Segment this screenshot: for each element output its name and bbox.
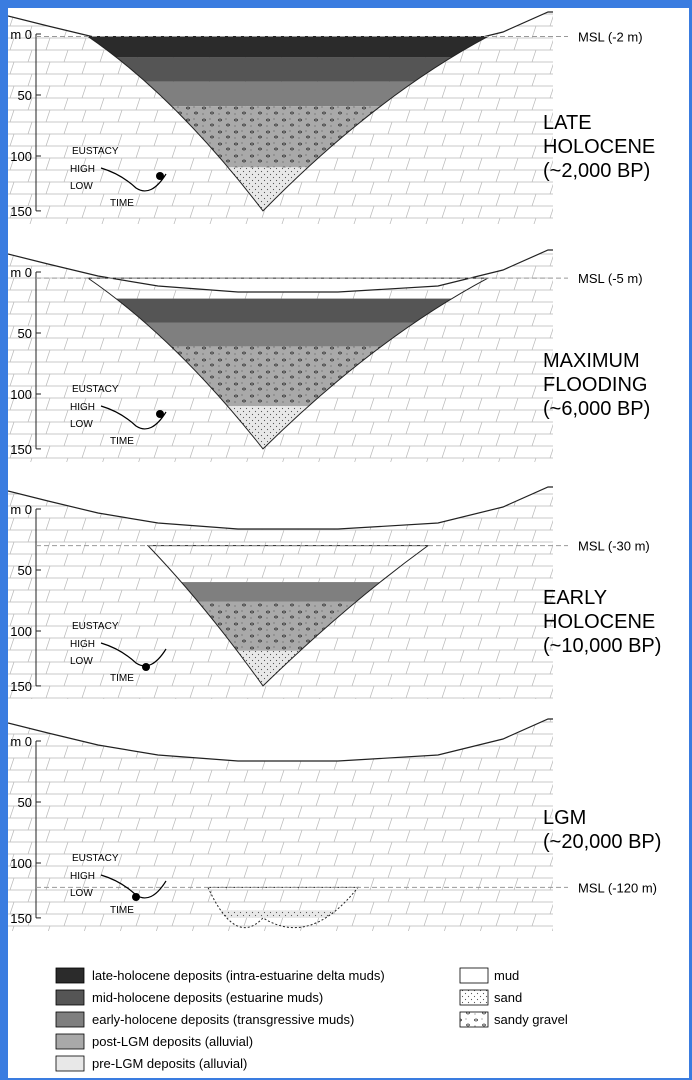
panel-name-line: LATE	[543, 112, 592, 134]
inset-time: TIME	[110, 198, 134, 209]
eustacy-curve	[100, 167, 167, 192]
panel-max: m 0 50 100 150 MSL (-5 m) MAXIMUMFLOODING(~6,…	[8, 249, 650, 462]
depth-tick-label: 50	[18, 795, 32, 810]
panel-lgm: m 0 50 100 150 MSL (-120 m) LGM(~20,000 BP) EU…	[8, 718, 661, 931]
eustacy-curve	[100, 405, 167, 430]
inset-title: EUSTACY	[72, 621, 119, 632]
inset-low: LOW	[70, 419, 93, 430]
legend-unit-label: late-holocene deposits (intra-estuarine …	[92, 968, 385, 983]
legend-lithology-label: mud	[494, 968, 519, 983]
panel-name-line: (~20,000 BP)	[543, 831, 661, 853]
inset-low: LOW	[70, 181, 93, 192]
terrain-surface	[8, 249, 553, 293]
depth-tick-label: 150	[10, 911, 32, 926]
depth-tick-label: 100	[10, 624, 32, 639]
legend-swatch-unit	[55, 1055, 85, 1072]
panel-name-line: HOLOCENE	[543, 136, 655, 158]
inset-title: EUSTACY	[72, 146, 119, 157]
legend-swatch-unit	[55, 1011, 85, 1028]
legend-unit-label: pre-LGM deposits (alluvial)	[92, 1056, 247, 1071]
msl-label: MSL (-5 m)	[578, 271, 643, 286]
panel-name-line: HOLOCENE	[543, 611, 655, 633]
depth-tick-label: m 0	[10, 265, 32, 280]
eustacy-marker	[156, 172, 164, 180]
legend-unit-label: mid-holocene deposits (estuarine muds)	[92, 990, 323, 1005]
terrain-surface	[8, 486, 553, 530]
panel-name-line: LGM	[543, 807, 586, 829]
legend-swatch-lithology	[459, 1011, 489, 1028]
eustacy-marker	[142, 663, 150, 671]
panel-name-line: (~10,000 BP)	[543, 635, 661, 657]
depth-tick-label: 150	[10, 442, 32, 457]
deposit-layer	[88, 36, 488, 58]
estuary-evolution-figure: m 0 50 100 150 MSL (-2 m) LATE HOLOCENE (~2,000…	[8, 8, 689, 1078]
depth-tick-label: 150	[10, 204, 32, 219]
panel-name-line: (~6,000 BP)	[543, 398, 650, 420]
inset-time: TIME	[110, 673, 134, 684]
inset-high: HIGH	[70, 402, 95, 413]
legend-swatch-unit	[55, 1033, 85, 1050]
inset-low: LOW	[70, 888, 93, 899]
inset-high: HIGH	[70, 639, 95, 650]
eustacy-curve	[100, 642, 167, 667]
inset-low: LOW	[70, 656, 93, 667]
depth-tick-label: 50	[18, 326, 32, 341]
sand-texture	[208, 910, 358, 918]
deposit-layers	[208, 910, 358, 918]
terrain-surface	[8, 718, 553, 762]
deposit-layer	[88, 298, 488, 323]
depth-tick-label: 100	[10, 856, 32, 871]
panel-late: m 0 50 100 150 MSL (-2 m) LATEHOLOCENE(~2,000…	[8, 11, 655, 224]
msl-label: MSL (-120 m)	[578, 880, 657, 895]
valley-outline	[86, 277, 489, 450]
inset-time: TIME	[110, 436, 134, 447]
valley-outline	[146, 545, 430, 687]
panel-name-line: (~2,000 BP)	[543, 160, 650, 182]
msl-label: MSL (-2 m)	[578, 29, 643, 44]
depth-tick-label: m 0	[10, 502, 32, 517]
depth-tick-label: 50	[18, 88, 32, 103]
legend-lithology-label: sand	[494, 990, 522, 1005]
depth-tick-label: 100	[10, 387, 32, 402]
eustacy-inset: EUSTACY HIGH LOW TIME	[70, 621, 167, 684]
depth-tick-label: 150	[10, 679, 32, 694]
eustacy-inset: EUSTACY HIGH LOW TIME	[70, 384, 167, 447]
msl-label: MSL (-30 m)	[578, 539, 650, 554]
eustacy-inset: EUSTACY HIGH LOW TIME	[70, 146, 167, 209]
inset-title: EUSTACY	[72, 384, 119, 395]
legend-swatch-lithology	[459, 967, 489, 984]
legend-swatch-unit	[55, 967, 85, 984]
inset-high: HIGH	[70, 871, 95, 882]
bedrock-fill	[8, 719, 553, 931]
panel-name-line: MAXIMUM	[543, 350, 640, 372]
depth-tick-label: m 0	[10, 734, 32, 749]
panel-name-line: FLOODING	[543, 374, 647, 396]
valley-outline	[207, 886, 360, 929]
depth-tick-label: 100	[10, 149, 32, 164]
panel-early: m 0 50 100 150 MSL (-30 m) EARLYHOLOCENE(~10,…	[8, 486, 661, 699]
deposit-layer	[148, 582, 428, 602]
inset-title: EUSTACY	[72, 853, 119, 864]
eustacy-marker	[156, 410, 164, 418]
inset-high: HIGH	[70, 164, 95, 175]
depth-tick-label: m 0	[10, 27, 32, 42]
inset-time: TIME	[110, 905, 134, 916]
eustacy-inset: EUSTACY HIGH LOW TIME	[70, 853, 167, 916]
legend-swatch-unit	[55, 989, 85, 1006]
legend-unit-label: early-holocene deposits (transgressive m…	[92, 1012, 354, 1027]
legend-swatch-lithology	[459, 989, 489, 1006]
legend-lithology-label: sandy gravel	[494, 1012, 568, 1027]
legend-unit-label: post-LGM deposits (alluvial)	[92, 1034, 253, 1049]
panel-name-line: EARLY	[543, 587, 607, 609]
valley-outline	[86, 35, 489, 212]
depth-tick-label: 50	[18, 563, 32, 578]
eustacy-marker	[132, 893, 140, 901]
deposit-layer	[88, 322, 488, 347]
